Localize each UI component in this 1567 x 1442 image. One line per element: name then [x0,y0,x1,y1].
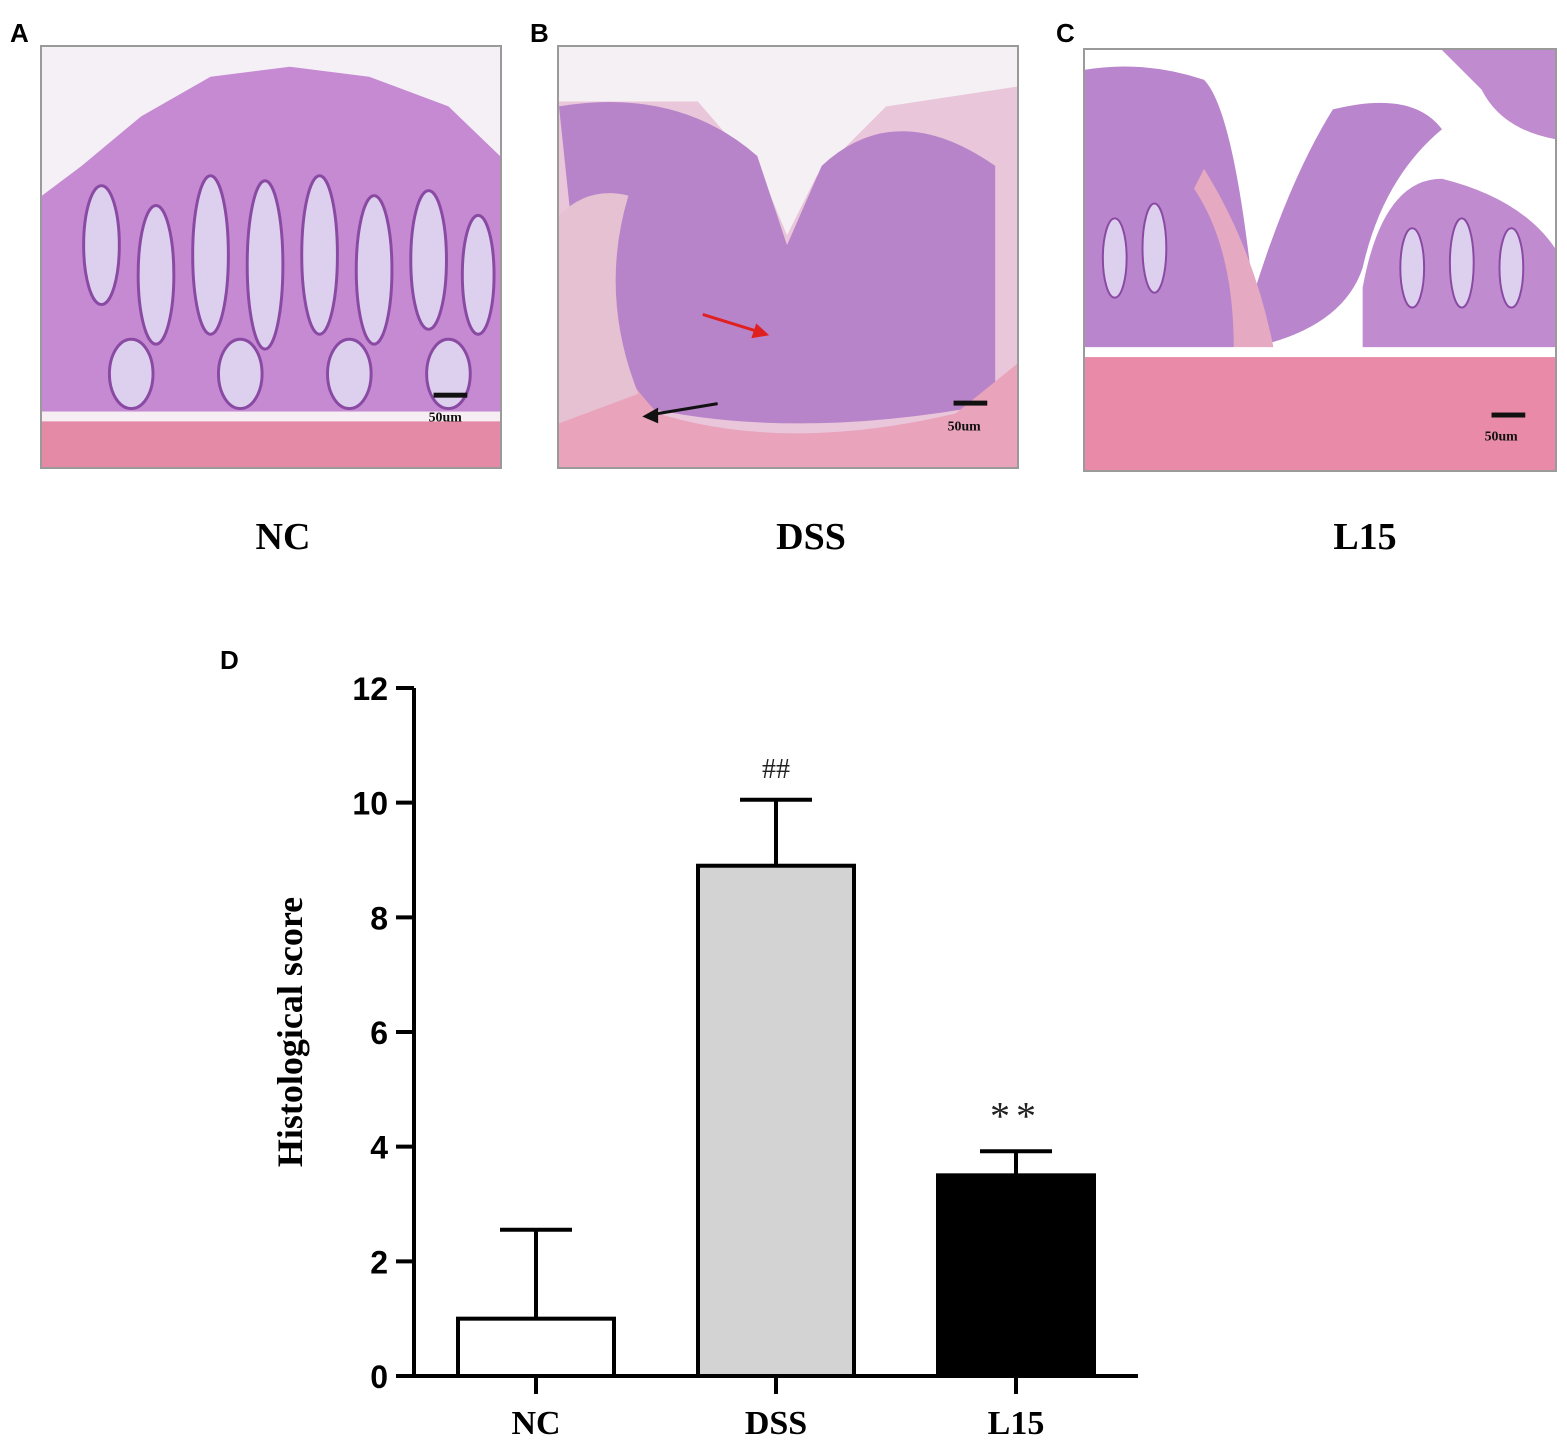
panel-letter-c: C [1056,18,1075,48]
y-tick-label-6: 6 [370,1015,388,1051]
y-tick-label-12: 12 [352,671,388,707]
scale-bar-label-l15: 50um [1485,429,1519,444]
bar-dss [696,863,856,1378]
y-tick-label-2: 2 [370,1244,388,1280]
significance-mark-l15: ** [990,1093,1042,1138]
histology-drawing-nc: 50um [42,47,500,467]
scale-bar-label-dss: 50um [948,419,982,434]
group-label-l15: L15 [1333,516,1397,558]
group-label-nc: NC [255,516,311,558]
panel-letter-d: D [220,645,239,675]
histology-image-nc: 50um [40,45,502,469]
histology-drawing-dss: 50um [559,47,1017,467]
y-tick-label-8: 8 [370,900,388,936]
significance-mark-dss: ## [762,754,790,785]
bar-chart: 0 2 4 6 8 10 12 Histological score NC DSS ## L15 ** [270,671,1138,1442]
histology-drawing-l15: 50um [1085,50,1555,470]
arrow-black [651,402,718,416]
panel-letter-b: B [530,18,549,48]
y-tick-label-0: 0 [370,1359,388,1395]
panel-letter-a: A [10,18,29,48]
x-tick-label-l15: L15 [988,1405,1045,1442]
x-tick-label-dss: DSS [745,1405,807,1442]
bar-nc [456,1316,616,1378]
histology-image-l15: 50um [1083,48,1557,472]
y-tick-label-4: 4 [370,1130,388,1166]
x-tick-label-nc: NC [511,1405,560,1442]
arrow-red [702,313,758,333]
scale-bar-label-nc: 50um [429,410,463,425]
y-axis-label: Histological score [270,897,310,1167]
histology-image-dss: 50um [557,45,1019,469]
bar-l15 [936,1173,1096,1379]
y-tick-label-10: 10 [352,786,388,822]
group-label-dss: DSS [776,516,846,558]
